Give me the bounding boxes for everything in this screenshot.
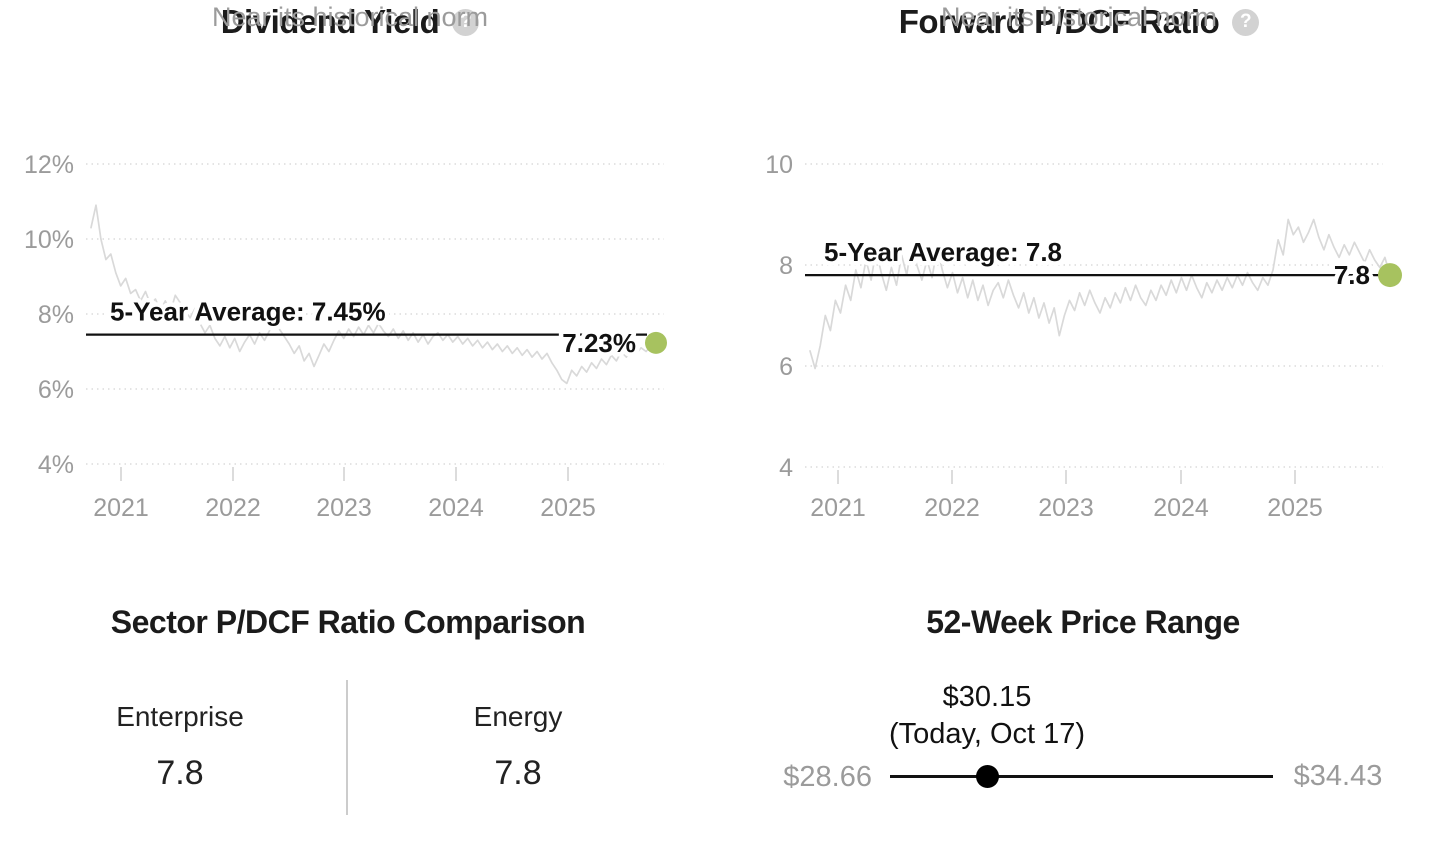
comparison-column-value: 7.8 (156, 754, 204, 792)
x-axis-tick-label: 2024 (1153, 494, 1209, 522)
forward-pdcf-title: Forward P/DCF Ratio (898, 3, 1220, 40)
forward-pdcf-subtitle: Near its historical norm (940, 2, 1218, 32)
price-range-track (890, 775, 1273, 778)
forward-pdcf-header: Forward P/DCF Ratio ? (719, 0, 1438, 44)
current-price-date: (Today, Oct 17) (888, 718, 1086, 750)
y-axis-tick-label: 10 (765, 151, 793, 179)
dividend-yield-chart: 12% 10% 8% 6% 4% 2021 2022 2023 2024 2025 5-Year A… (24, 151, 667, 522)
help-icon[interactable]: ? (1232, 8, 1260, 36)
y-axis-tick-label: 6% (38, 376, 74, 404)
sector-comparison-title: Sector P/DCF Ratio Comparison (110, 604, 586, 640)
y-axis-tick-label: 10% (24, 226, 74, 254)
range-low-value: $28.66 (783, 761, 872, 793)
current-value-label: 7.23% (562, 328, 636, 358)
current-price: $30.15 (942, 681, 1032, 713)
x-axis-tick-label: 2023 (316, 494, 372, 522)
y-axis-tick-label: 8% (38, 301, 74, 329)
average-label: 5-Year Average: 7.8 (824, 237, 1062, 267)
y-axis-tick-label: 8 (779, 252, 793, 280)
comparison-column-label: Energy (473, 701, 563, 732)
current-value-label: 7.8 (1334, 260, 1370, 290)
x-axis-tick-label: 2022 (205, 494, 261, 522)
price-range-title: 52-Week Price Range (926, 604, 1240, 640)
current-value-dot (645, 331, 667, 354)
y-axis-tick-label: 4% (38, 451, 74, 479)
forward-pdcf-chart: 10 8 6 4 2021 2022 2023 2024 2025 5-Year Average:… (765, 151, 1402, 522)
current-price-marker (976, 765, 999, 788)
x-axis-tick-label: 2025 (1267, 494, 1323, 522)
comparison-column-label: Enterprise (116, 701, 244, 732)
average-label: 5-Year Average: 7.45% (110, 297, 386, 327)
range-high-value: $34.43 (1293, 760, 1383, 792)
y-axis-tick-label: 12% (24, 151, 74, 179)
y-axis-tick-label: 4 (779, 454, 793, 482)
x-axis-tick-label: 2025 (540, 494, 596, 522)
dividend-yield-header: Dividend Yield ? (0, 0, 700, 44)
dividend-yield-subtitle: Near its historical norm (211, 2, 489, 32)
x-axis-tick-label: 2023 (1038, 494, 1094, 522)
x-axis-tick-label: 2021 (93, 494, 149, 522)
x-axis-tick-label: 2022 (924, 494, 980, 522)
help-icon[interactable]: ? (452, 8, 480, 36)
comparison-column-value: 7.8 (494, 754, 542, 792)
y-axis-tick-label: 6 (779, 353, 793, 381)
current-value-dot (1378, 263, 1402, 288)
history-sparkline (90, 204, 657, 385)
x-axis-tick-label: 2024 (428, 494, 484, 522)
x-axis-tick-label: 2021 (810, 494, 866, 522)
column-divider (346, 680, 348, 815)
dividend-yield-title: Dividend Yield (220, 3, 440, 40)
